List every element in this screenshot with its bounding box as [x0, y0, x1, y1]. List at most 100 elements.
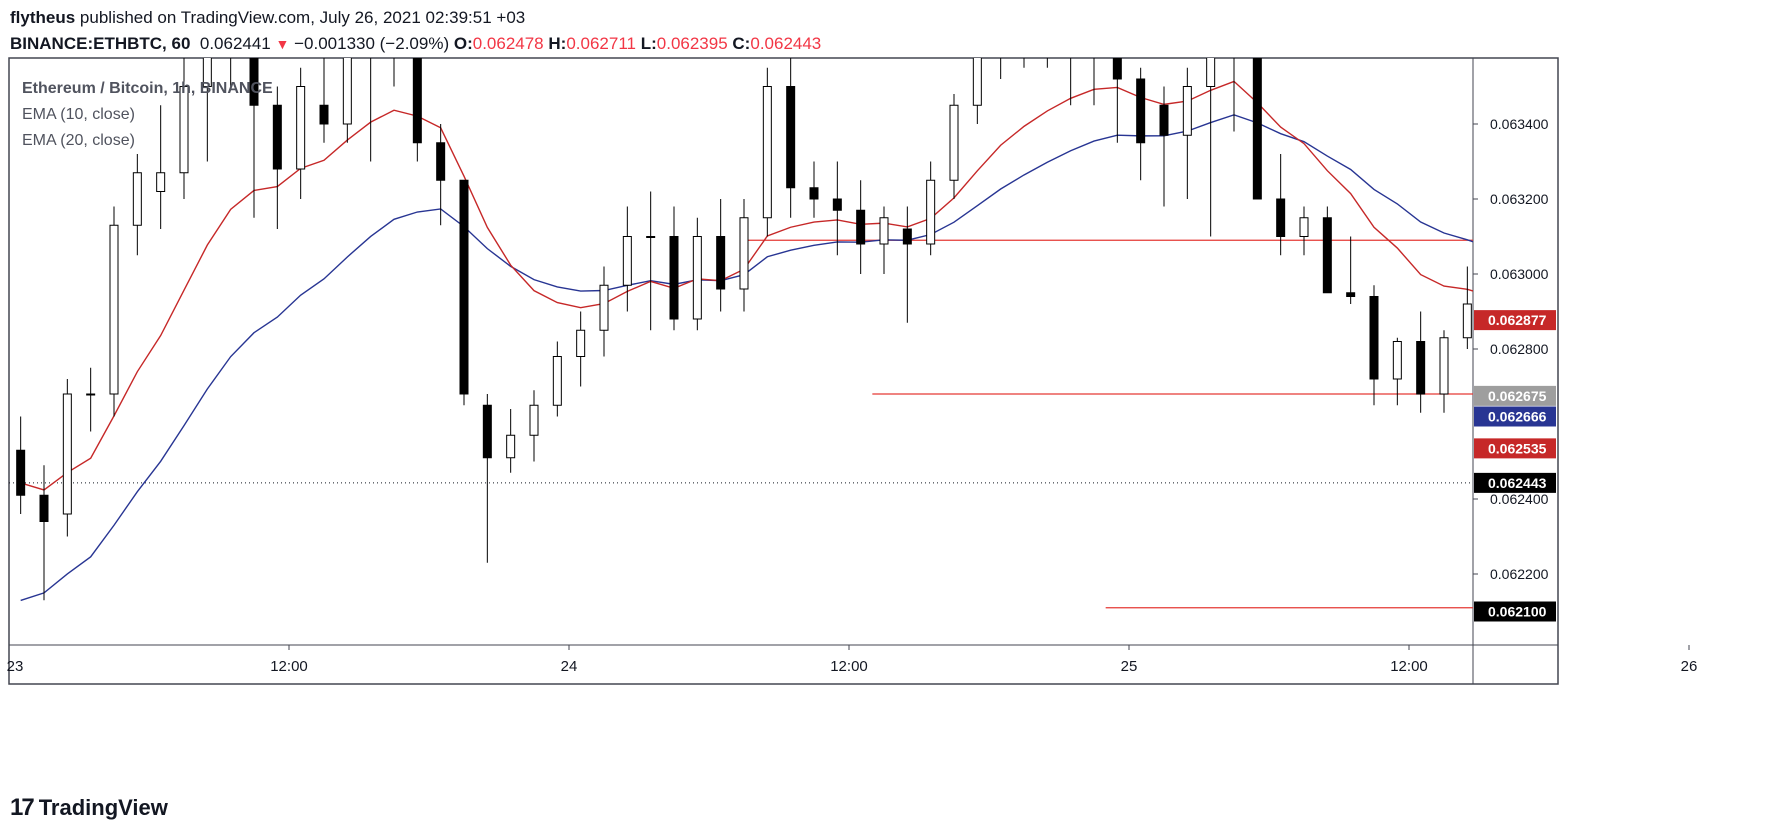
x-tick-label: 12:00 [270, 658, 308, 675]
candle [370, 58, 372, 162]
legend-ema10[interactable]: EMA (10, close) [22, 106, 135, 123]
candle [716, 199, 726, 312]
candle [1720, 574, 1728, 668]
candle-body [599, 284, 609, 331]
candle [1322, 206, 1332, 294]
candle-body [716, 236, 726, 290]
candle [436, 124, 446, 226]
candle-body [949, 104, 959, 181]
price-badge: 0.062535 [1474, 438, 1556, 459]
candle-body [16, 449, 26, 496]
candle-body [1299, 217, 1309, 237]
candle [786, 58, 796, 218]
ema10-line [20, 80, 1473, 491]
candle-body [1697, 612, 1705, 657]
published-text: published on TradingView.com, July 26, 2… [79, 8, 526, 27]
ema20-line [20, 114, 1473, 602]
candle-body [1346, 292, 1356, 297]
candle [576, 311, 586, 387]
candle [1462, 266, 1472, 349]
price-badge-text: 0.062535 [1488, 440, 1547, 456]
candle-body [412, 58, 422, 144]
candle-body [482, 404, 492, 459]
candle [179, 58, 189, 199]
down-arrow-icon: ▼ [275, 36, 290, 52]
candle-body [1067, 42, 1075, 43]
price-change: −0.001330 (−2.09%) [294, 34, 450, 53]
candle [1416, 311, 1426, 413]
price-badge: 0.062675 [1474, 385, 1556, 406]
symbol-name: BINANCE:ETHBTC, 60 [10, 34, 191, 53]
candle-body [132, 172, 142, 226]
candle-body [1462, 303, 1472, 339]
x-tick-label: 26 [1681, 658, 1698, 675]
candle-body [926, 179, 936, 245]
candle [459, 179, 469, 406]
legend-ema20[interactable]: EMA (20, close) [22, 132, 135, 149]
candle-body [1627, 349, 1635, 432]
candle-body [1580, 312, 1588, 365]
candle-body [529, 404, 539, 436]
candle-body [436, 142, 446, 181]
candle [1023, 58, 1025, 68]
candle [1697, 604, 1705, 679]
candle [646, 191, 656, 331]
candle-body [1603, 312, 1611, 350]
candle [1673, 518, 1681, 657]
candle-body [552, 356, 562, 406]
candle-body [1743, 480, 1751, 581]
candle [227, 42, 235, 87]
tradingview-logo-icon: 17 [10, 794, 35, 821]
candle-body [576, 329, 586, 357]
candle-body [272, 104, 282, 170]
candle-body [227, 42, 235, 50]
candle-body [390, 42, 398, 57]
candle [132, 154, 142, 256]
candle [412, 58, 422, 162]
candle [86, 367, 96, 432]
candle-body [1206, 58, 1216, 87]
candle [622, 206, 632, 312]
candle-body [902, 228, 912, 245]
candle-body [459, 179, 469, 395]
candle [692, 217, 702, 331]
candle [1233, 58, 1235, 132]
candle-body [39, 494, 49, 522]
candle [1276, 154, 1286, 256]
tradingview-branding[interactable]: 17 TradingView [10, 794, 168, 822]
candle [1182, 67, 1192, 199]
candle-body [997, 30, 1005, 49]
y-tick-label: 0.062200 [1490, 566, 1549, 582]
candle [1090, 42, 1098, 106]
price-badge-bg [1474, 310, 1556, 331]
candle-body [202, 58, 212, 87]
candle [482, 394, 492, 563]
candle-body [296, 86, 306, 170]
price-badge-bg [1474, 472, 1556, 493]
price-badge-bg [1474, 438, 1556, 459]
candle [809, 161, 819, 218]
candle [1159, 86, 1169, 207]
candle [1603, 293, 1611, 376]
candle [739, 199, 749, 312]
candle [997, 30, 1005, 79]
candle [1439, 330, 1449, 413]
candle [156, 105, 166, 229]
candle-body [179, 86, 189, 174]
author-name[interactable]: flytheus [10, 8, 76, 27]
low-value: 0.062395 [656, 34, 728, 53]
candle [249, 58, 259, 218]
candle [552, 341, 562, 417]
candle-body [1276, 198, 1286, 237]
price-badge: 0.062443 [1474, 472, 1556, 493]
candle [39, 465, 49, 601]
x-tick-label: 25 [1121, 658, 1138, 675]
candle-body [1090, 42, 1098, 50]
candle-body [786, 86, 796, 189]
price-badge-text: 0.062666 [1488, 409, 1547, 425]
candle [1533, 274, 1541, 405]
candle-body [1767, 480, 1775, 596]
price-badge: 0.062100 [1474, 601, 1556, 622]
candle [109, 206, 119, 417]
